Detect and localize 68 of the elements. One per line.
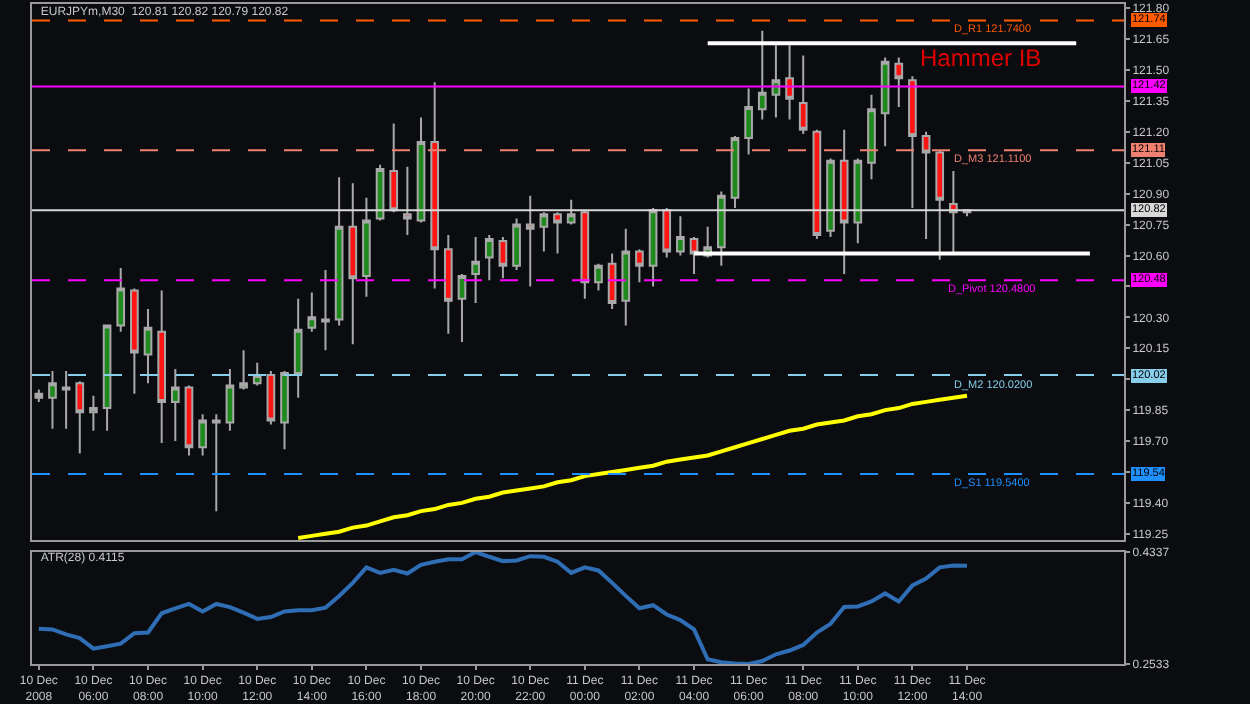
candlestick — [334, 176, 344, 327]
candlestick — [211, 413, 221, 513]
candlestick — [635, 248, 644, 284]
candlestick — [116, 266, 126, 333]
candlestick — [525, 194, 535, 288]
candlestick — [198, 413, 207, 457]
candlestick — [826, 157, 835, 238]
candlestick — [512, 217, 521, 271]
candlestick — [880, 56, 890, 148]
candlestick — [225, 367, 235, 432]
candlestick — [689, 235, 699, 276]
candlestick — [839, 128, 849, 276]
candlestick — [61, 369, 71, 430]
candlestick — [553, 211, 562, 255]
candlestick — [744, 87, 753, 156]
candlestick — [716, 190, 726, 267]
candlestick — [430, 81, 440, 290]
candlestick — [362, 196, 371, 298]
candlestick — [484, 233, 494, 282]
candlestick — [662, 207, 672, 259]
candlestick — [812, 128, 822, 241]
candlestick — [157, 289, 167, 445]
candlestick — [266, 369, 276, 426]
candlestick — [853, 157, 863, 245]
candlestick — [293, 297, 303, 399]
candlestick — [321, 268, 330, 352]
candlestick — [75, 380, 85, 455]
line-series — [36, 552, 970, 664]
candlestick — [252, 361, 262, 387]
candlestick — [757, 29, 767, 121]
candlestick — [580, 209, 590, 300]
candlestick — [403, 165, 412, 236]
candlestick — [471, 235, 480, 304]
candlestick — [648, 207, 658, 288]
candlestick — [798, 54, 808, 135]
candlestick — [130, 287, 139, 395]
candlestick — [170, 367, 180, 443]
candlestick — [676, 215, 685, 257]
candlestick — [143, 308, 153, 385]
candlestick — [621, 227, 631, 327]
candlestick — [594, 262, 603, 292]
candlestick — [280, 369, 289, 451]
candlestick — [89, 394, 98, 432]
candlestick — [785, 44, 794, 121]
candlestick — [566, 198, 576, 226]
candlestick — [184, 384, 194, 457]
candlestick — [539, 211, 549, 253]
candlestick — [48, 369, 57, 430]
candlestick — [949, 169, 958, 255]
candlestick — [607, 252, 617, 311]
candlestick — [730, 134, 740, 210]
candlestick — [443, 233, 453, 335]
candlestick — [771, 44, 781, 119]
candlestick — [908, 75, 917, 210]
candlestick — [894, 56, 904, 109]
candlestick — [389, 122, 399, 214]
candlestick — [498, 235, 508, 280]
candlestick — [239, 349, 248, 391]
candlestick — [935, 149, 945, 261]
candlestick — [102, 324, 112, 432]
annotation: Hammer IB — [920, 44, 1042, 72]
candlestick — [307, 291, 317, 333]
candlestick — [921, 130, 931, 241]
candlestick — [457, 273, 467, 344]
candlestick — [348, 182, 358, 346]
candlestick — [867, 93, 876, 181]
candlestick — [34, 388, 44, 403]
candlestick — [416, 116, 426, 224]
